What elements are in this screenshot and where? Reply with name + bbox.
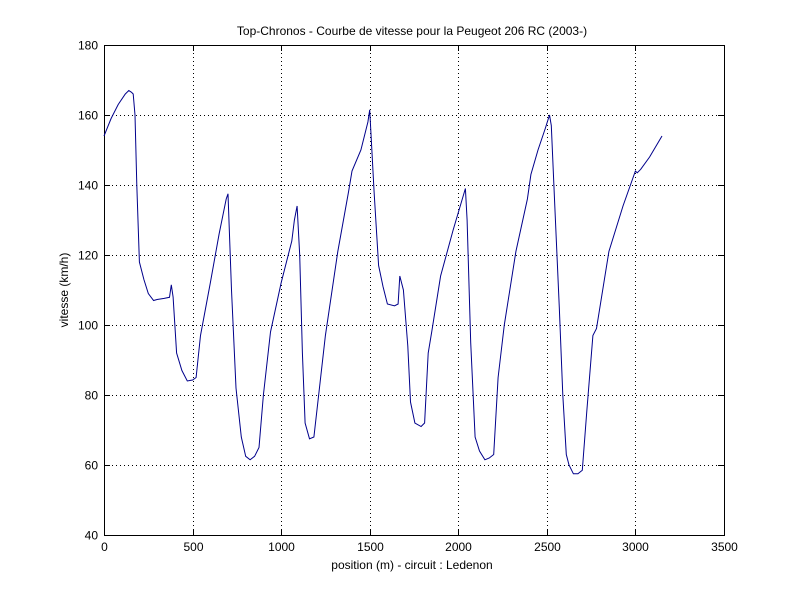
y-tick-label: 100 [78, 319, 98, 333]
x-tick-label: 2500 [534, 540, 561, 554]
x-tick-label: 500 [183, 540, 203, 554]
y-tick-label: 80 [85, 389, 99, 403]
x-tick-label: 2000 [445, 540, 472, 554]
y-tick-label: 40 [85, 529, 99, 543]
x-tick-labels: 0 500 1000 1500 2000 2500 3000 3500 [101, 540, 738, 554]
y-tick-label: 140 [78, 179, 98, 193]
x-tick-label: 1500 [357, 540, 384, 554]
x-tick-label: 3000 [622, 540, 649, 554]
speed-series-line [103, 89, 663, 475]
x-tick-label: 1000 [268, 540, 295, 554]
y-axis-label: vitesse (km/h) [57, 253, 71, 328]
plot-frame [104, 45, 725, 536]
chart-title: Top-Chronos - Courbe de vitesse pour la … [237, 24, 587, 38]
y-tick-label: 120 [78, 249, 98, 263]
y-tick-label: 160 [78, 109, 98, 123]
y-tick-label: 180 [78, 39, 98, 53]
x-tick-label: 3500 [711, 540, 738, 554]
grid-lines [104, 45, 724, 535]
plot-area [104, 45, 724, 535]
x-tick-label: 0 [101, 540, 108, 554]
x-axis-label: position (m) - circuit : Ledenon [331, 558, 492, 572]
y-tick-labels: 40 60 80 100 120 140 160 180 [78, 39, 98, 543]
y-tick-label: 60 [85, 459, 99, 473]
